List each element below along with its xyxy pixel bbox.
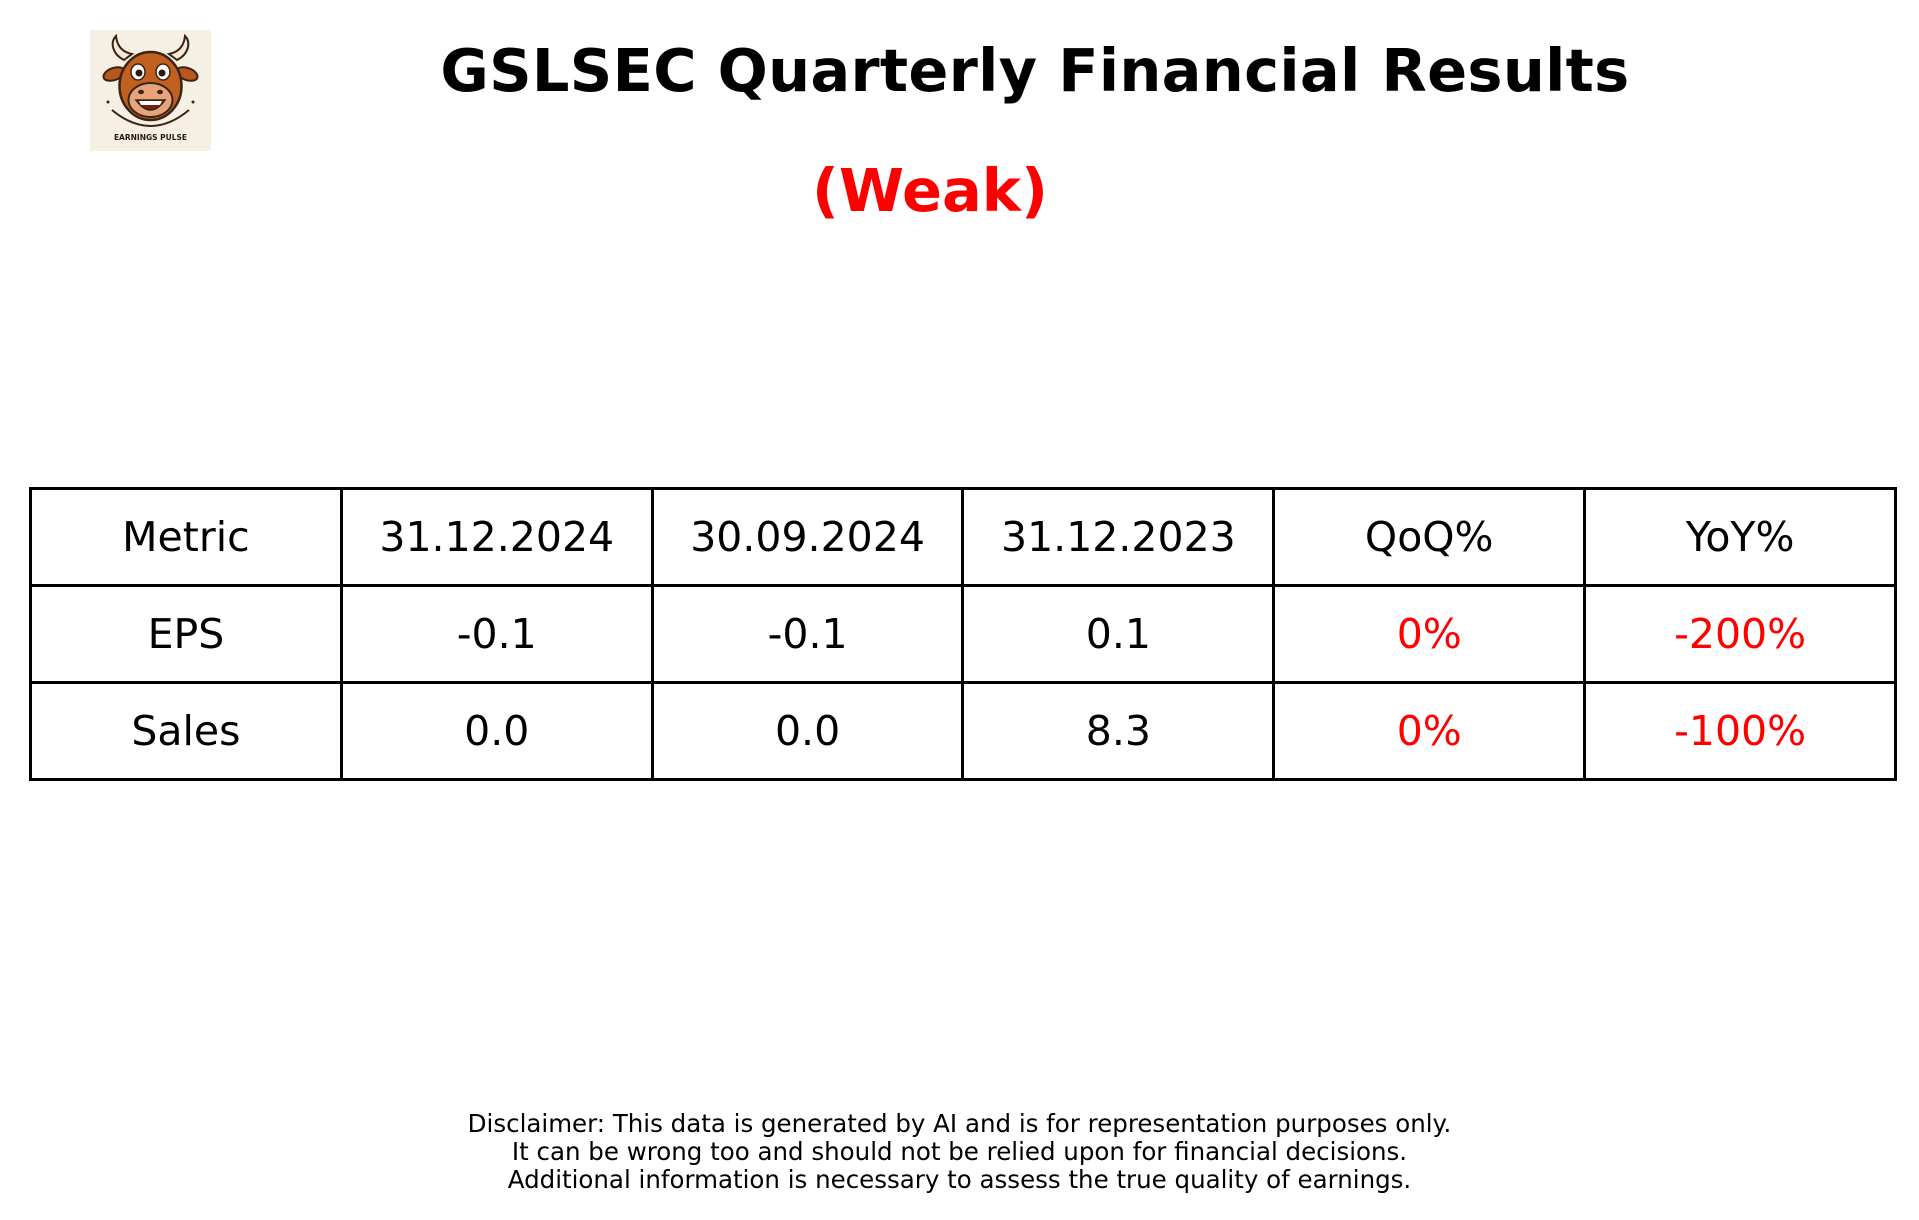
page-title: GSLSEC Quarterly Financial Results xyxy=(440,36,1630,105)
cell-yoy: -200% xyxy=(1583,584,1897,684)
logo-text: EARNINGS PULSE xyxy=(114,133,187,142)
cell-previous-quarter: 0.0 xyxy=(650,681,965,781)
cell-yoy: -100% xyxy=(1583,681,1897,781)
table-header-row: Metric 31.12.2024 30.09.2024 31.12.2023 … xyxy=(29,487,1897,587)
cell-previous-quarter: -0.1 xyxy=(650,584,965,684)
header-previous-quarter: 30.09.2024 xyxy=(650,487,965,587)
cell-metric: EPS xyxy=(29,584,343,684)
header-yoy: YoY% xyxy=(1583,487,1897,587)
header-metric: Metric xyxy=(29,487,343,587)
cell-qoq: 0% xyxy=(1272,681,1587,781)
header-qoq: QoQ% xyxy=(1272,487,1587,587)
disclaimer: Disclaimer: This data is generated by AI… xyxy=(0,1110,1919,1194)
cell-current-quarter: -0.1 xyxy=(339,584,654,684)
disclaimer-line: Disclaimer: This data is generated by AI… xyxy=(467,1109,1452,1138)
cell-current-quarter: 0.0 xyxy=(339,681,654,781)
disclaimer-line: It can be wrong too and should not be re… xyxy=(511,1137,1408,1166)
results-table: Metric 31.12.2024 30.09.2024 31.12.2023 … xyxy=(29,487,1897,781)
disclaimer-line: Additional information is necessary to a… xyxy=(507,1165,1412,1194)
cell-metric: Sales xyxy=(29,681,343,781)
header-last-year-quarter: 31.12.2023 xyxy=(961,487,1276,587)
cell-last-year-quarter: 8.3 xyxy=(961,681,1276,781)
header-current-quarter: 31.12.2024 xyxy=(339,487,654,587)
table-row: EPS -0.1 -0.1 0.1 0% -200% xyxy=(29,584,1897,684)
logo: EARNINGS PULSE xyxy=(90,30,211,151)
cell-last-year-quarter: 0.1 xyxy=(961,584,1276,684)
rating-label: (Weak) xyxy=(812,156,1048,225)
cell-qoq: 0% xyxy=(1272,584,1587,684)
bull-mascot-icon: EARNINGS PULSE xyxy=(102,33,199,142)
table-row: Sales 0.0 0.0 8.3 0% -100% xyxy=(29,681,1897,781)
